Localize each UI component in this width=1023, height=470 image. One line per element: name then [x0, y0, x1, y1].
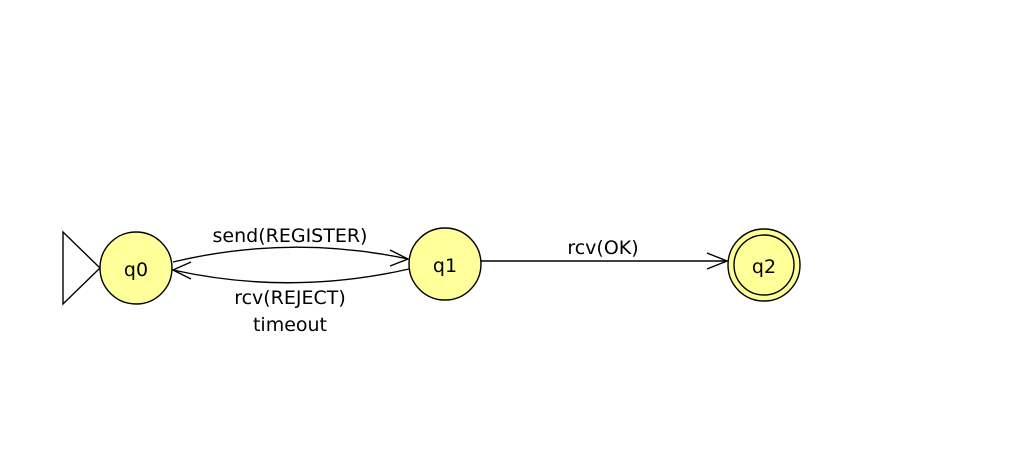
transition-q0-q1 [172, 246, 409, 263]
state-q0-label: q0 [124, 259, 148, 281]
arrowhead-q1-q0 [171, 261, 192, 280]
state-q0: q0 [99, 231, 173, 305]
state-q2: q2 [727, 228, 801, 302]
state-q1-label: q1 [433, 255, 457, 277]
state-q1: q1 [408, 227, 482, 301]
state-q1-circle [408, 227, 482, 301]
initial-state-marker [62, 230, 102, 306]
state-q0-circle [99, 231, 173, 305]
state-q2-label: q2 [752, 256, 776, 278]
arrowhead-q0-q1 [389, 249, 410, 267]
transition-q1-q0-label-line2: timeout [253, 314, 327, 336]
arrowhead-q1-q2 [706, 252, 729, 270]
state-q2-inner-circle [733, 234, 795, 296]
transition-q1-q0 [172, 268, 410, 284]
transition-q0-q1-label: send(REGISTER) [213, 225, 368, 247]
transition-q1-q0-label-line1: rcv(REJECT) [234, 287, 346, 309]
transition-q1-q2-label: rcv(OK) [567, 237, 638, 259]
